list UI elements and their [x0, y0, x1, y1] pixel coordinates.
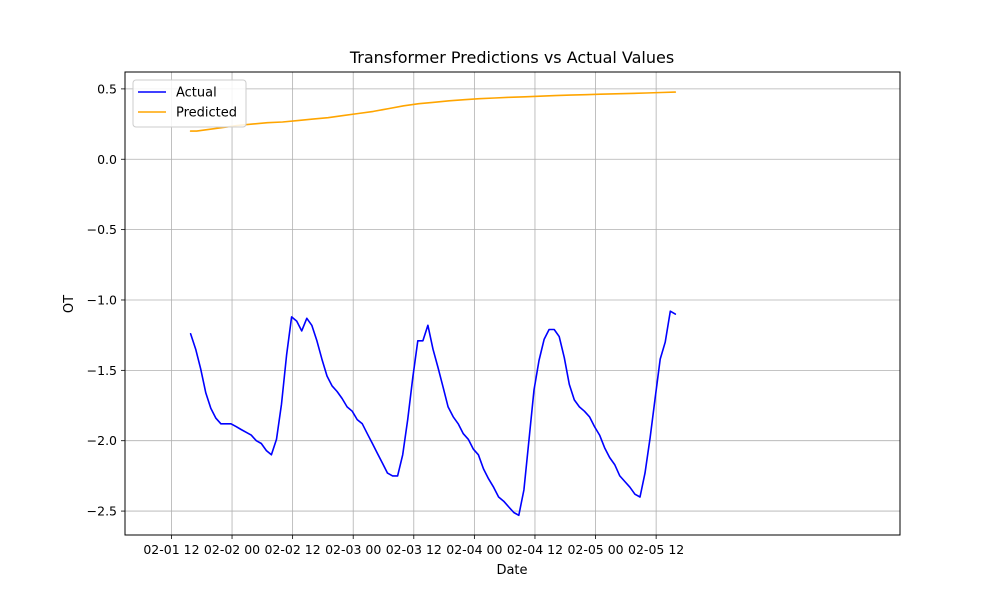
x-axis-label: Date	[496, 563, 527, 578]
x-tick-label: 02-02 00	[204, 542, 260, 557]
y-tick-label: 0.0	[97, 152, 117, 167]
legend-label-predicted: Predicted	[176, 106, 237, 121]
x-tick-label: 02-02 12	[265, 542, 321, 557]
x-tick-label: 02-01 12	[143, 542, 199, 557]
x-tick-label: 02-05 12	[628, 542, 684, 557]
y-tick-label: −2.5	[87, 504, 117, 519]
plot-frame	[124, 71, 901, 536]
y-tick-label: −1.0	[87, 292, 117, 307]
y-tick-label: −2.0	[87, 433, 117, 448]
chart-title: Transformer Predictions vs Actual Values	[349, 48, 674, 67]
y-axis-label: OT	[62, 295, 77, 313]
x-tick-label: 02-04 12	[507, 542, 563, 557]
y-tick-label: 0.5	[97, 81, 117, 96]
x-tick-label: 02-03 00	[325, 542, 381, 557]
legend: Actual Predicted	[132, 79, 247, 128]
series-lines	[189, 91, 677, 517]
legend-label-actual: Actual	[176, 86, 217, 101]
y-tick-label: −1.5	[87, 363, 117, 378]
y-tick-label: −0.5	[87, 222, 117, 237]
y-axis: 0.5 0.0 −0.5 −1.0 −1.5 −2.0 −2.5	[87, 81, 125, 519]
x-axis: 02-01 12 02-02 00 02-02 12 02-03 00 02-03 12…	[143, 535, 684, 557]
x-tick-label: 02-04 00	[446, 542, 502, 557]
grid	[125, 72, 900, 535]
series-line-actual	[189, 310, 677, 517]
x-tick-label: 02-03 12	[386, 542, 442, 557]
x-tick-label: 02-05 00	[567, 542, 623, 557]
series-line-predicted	[189, 91, 677, 132]
